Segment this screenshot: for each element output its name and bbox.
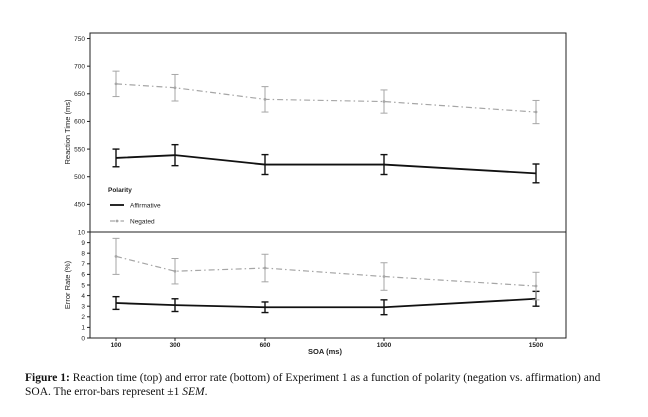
y-tick-label-error: 9 xyxy=(81,240,85,247)
rt-panel: 450 500 550 600 650 700 750 xyxy=(74,36,540,209)
error-point-negated xyxy=(263,266,267,270)
y-tick-label-rt: 500 xyxy=(74,174,85,181)
y-tick-label-error: 10 xyxy=(78,229,86,236)
rt-point-negated xyxy=(173,86,177,90)
y-tick-label-rt: 450 xyxy=(74,202,85,209)
y-tick-label-rt: 650 xyxy=(74,91,85,98)
x-tick-label: 100 xyxy=(111,342,122,349)
y-tick-label-error: 1 xyxy=(81,325,85,332)
legend: Polarity Affirmative Negated xyxy=(108,187,161,226)
figure: 450 500 550 600 650 700 750 0 1 2 3 4 5 6 7 8 9 10 100 300… xyxy=(63,32,567,356)
y-tick-label-error: 4 xyxy=(81,293,85,300)
error-line-affirmative xyxy=(115,297,537,309)
y-tick-label-error: 5 xyxy=(81,282,85,289)
rt-point-negated xyxy=(114,82,118,86)
error-point-negated xyxy=(382,275,386,278)
rt-point-negated xyxy=(263,97,267,101)
figure-caption: Figure 1: Reaction time (top) and error … xyxy=(25,371,625,399)
rt-point-negated xyxy=(382,100,386,103)
x-tick-label: 300 xyxy=(170,342,181,349)
rt-line-affirmative xyxy=(115,154,537,175)
legend-marker-negated xyxy=(115,219,119,223)
x-tick-label: 1500 xyxy=(529,342,544,349)
y-tick-label-rt: 700 xyxy=(74,63,85,70)
caption-end: . xyxy=(204,386,208,398)
rt-point-negated xyxy=(534,110,538,114)
error-point-negated xyxy=(114,254,118,258)
legend-entry-negated: Negated xyxy=(130,219,155,226)
legend-entry-affirmative: Affirmative xyxy=(130,203,161,210)
y-tick-label-error: 0 xyxy=(81,335,85,342)
error-line-negated xyxy=(115,255,537,287)
x-tick-label: 1000 xyxy=(377,342,392,349)
caption-emphasis: SEM xyxy=(182,386,205,398)
rt-line-negated xyxy=(115,83,537,113)
y-tick-label-rt: 600 xyxy=(74,119,85,126)
y-axis-label-rt: Reaction Time (ms) xyxy=(63,99,72,165)
plot-frame xyxy=(89,32,567,339)
legend-title: Polarity xyxy=(108,187,132,194)
y-tick-label-rt: 550 xyxy=(74,146,85,153)
error-point-negated xyxy=(534,284,538,288)
y-tick-label-rt: 750 xyxy=(74,36,85,43)
x-tick-label: 600 xyxy=(260,342,271,349)
y-tick-label-error: 3 xyxy=(81,304,85,311)
x-axis-label: SOA (ms) xyxy=(308,347,342,356)
y-tick-label-error: 2 xyxy=(81,314,85,321)
error-point-negated xyxy=(173,269,177,273)
y-tick-label-error: 7 xyxy=(81,261,85,268)
caption-text: Reaction time (top) and error rate (bott… xyxy=(25,372,601,398)
error-panel: 0 1 2 3 4 5 6 7 8 9 10 100 300 600 1000 1500 xyxy=(78,229,544,349)
y-tick-label-error: 6 xyxy=(81,272,85,279)
y-axis-label-error: Error Rate (%) xyxy=(63,260,72,309)
caption-label: Figure 1: xyxy=(25,372,70,384)
y-tick-label-error: 8 xyxy=(81,251,85,258)
